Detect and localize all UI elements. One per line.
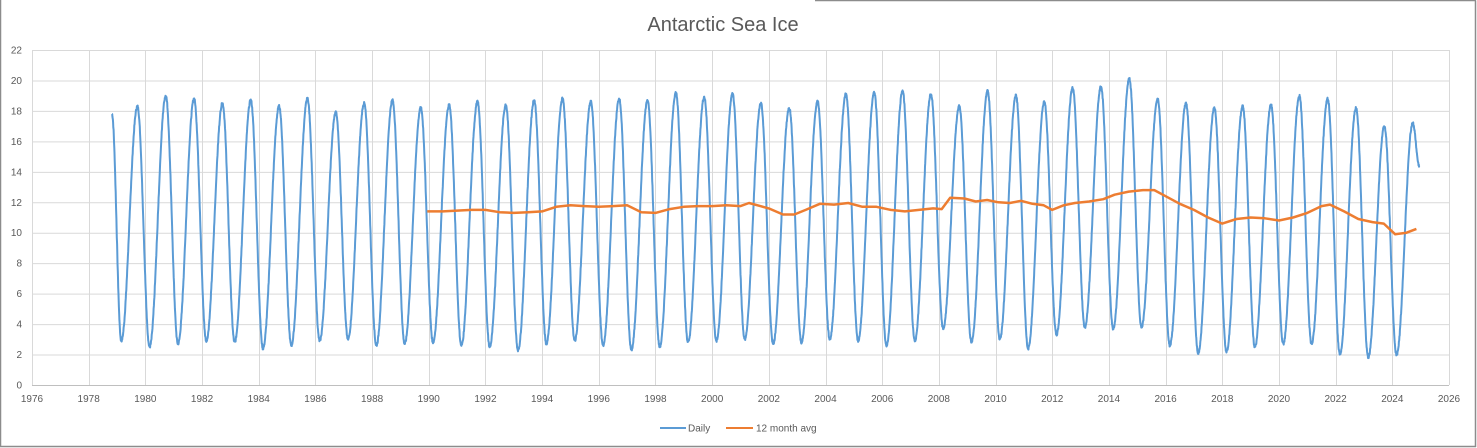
- x-tick-label: 2000: [701, 394, 724, 405]
- y-tick-label: 0: [16, 381, 22, 392]
- x-tick-label: 2006: [871, 394, 894, 405]
- x-tick-label: 1976: [21, 394, 44, 405]
- x-tick-label: 2002: [758, 394, 781, 405]
- x-tick-label: 2014: [1098, 394, 1121, 405]
- x-tick-label: 2020: [1268, 394, 1291, 405]
- x-tick-label: 1998: [644, 394, 667, 405]
- y-tick-label: 14: [11, 167, 23, 178]
- x-tick-label: 2024: [1381, 394, 1404, 405]
- y-tick-label: 18: [11, 106, 23, 117]
- x-axis-labels: 1976 1978 1980 1982 1984 1986 1988 1990 1992 1994…: [21, 394, 1461, 405]
- chart-title: Antarctic Sea Ice: [647, 14, 798, 36]
- x-tick-label: 1992: [474, 394, 497, 405]
- legend-item-daily[interactable]: Daily: [660, 424, 710, 435]
- y-axis-labels: 0 2 4 6 8 10 12 14 16 18 20 22: [11, 46, 23, 392]
- series-line-daily: [111, 77, 1421, 360]
- x-tick-label: 2010: [984, 394, 1007, 405]
- x-tick-label: 1990: [418, 394, 441, 405]
- x-tick-label: 2022: [1325, 394, 1348, 405]
- y-tick-label: 4: [16, 320, 22, 331]
- x-tick-label: 2026: [1438, 394, 1461, 405]
- x-tick-label: 2008: [928, 394, 951, 405]
- x-tick-label: 1986: [304, 394, 327, 405]
- x-tick-label: 2012: [1041, 394, 1064, 405]
- x-tick-label: 1994: [531, 394, 554, 405]
- legend: Daily 12 month avg: [660, 424, 817, 435]
- x-tick-label: 2004: [814, 394, 837, 405]
- legend-label-daily: Daily: [688, 424, 710, 435]
- y-tick-label: 10: [11, 228, 23, 239]
- x-tick-label: 1982: [191, 394, 214, 405]
- y-tick-label: 6: [16, 289, 22, 300]
- x-tick-label: 2016: [1154, 394, 1177, 405]
- x-tick-label: 1980: [134, 394, 157, 405]
- y-tick-label: 8: [16, 259, 22, 270]
- legend-item-12-month-avg[interactable]: 12 month avg: [726, 424, 817, 435]
- y-tick-label: 20: [11, 76, 23, 87]
- x-gridlines: [32, 50, 1450, 386]
- x-tick-label: 1984: [248, 394, 271, 405]
- x-tick-label: 2018: [1211, 394, 1234, 405]
- legend-label-12-month-avg: 12 month avg: [756, 424, 817, 435]
- y-tick-label: 22: [11, 46, 23, 57]
- x-tick-label: 1996: [588, 394, 611, 405]
- y-tick-label: 16: [11, 137, 23, 148]
- x-tick-label: 1978: [78, 394, 101, 405]
- y-tick-label: 12: [11, 198, 23, 209]
- y-tick-label: 2: [16, 350, 22, 361]
- series-layer: [111, 77, 1421, 360]
- x-tick-label: 1988: [361, 394, 384, 405]
